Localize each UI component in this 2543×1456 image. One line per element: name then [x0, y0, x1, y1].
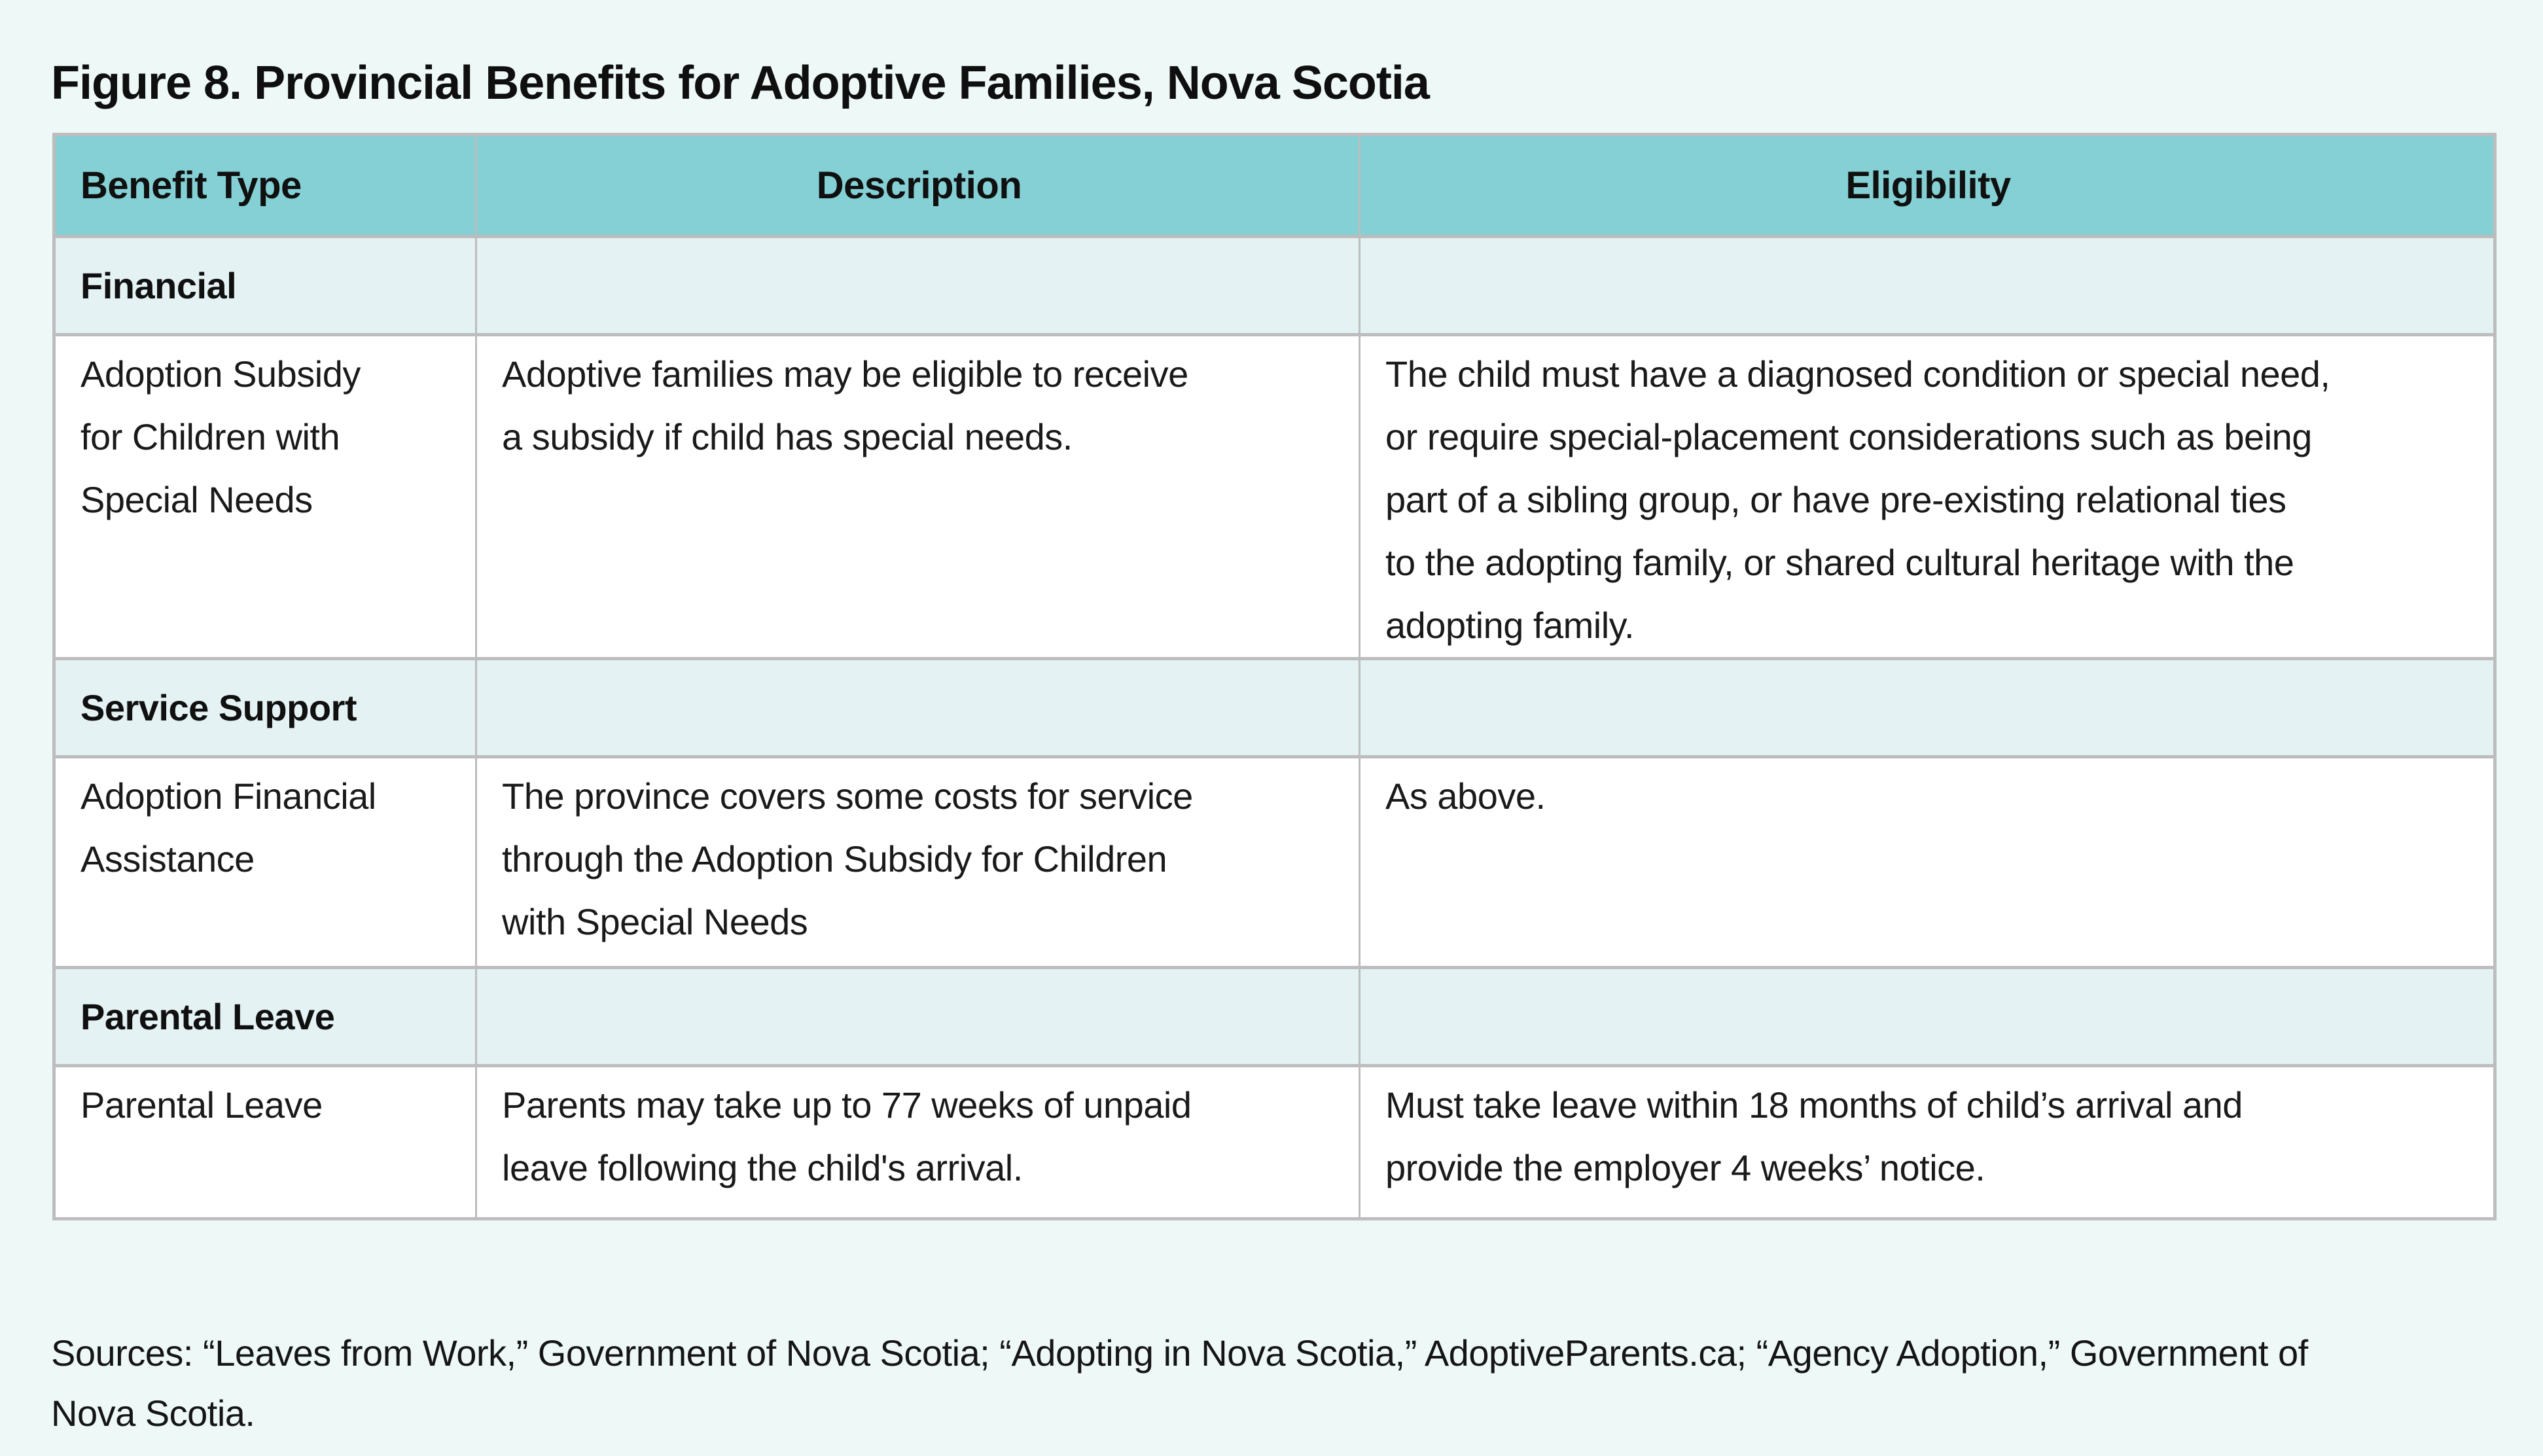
- sources-note: Sources: “Leaves from Work,” Government …: [51, 1332, 2308, 1434]
- cell-eligibility-parental-leave: Must take leave within 18 months of chil…: [1359, 1064, 2496, 1220]
- column-header-description: Description: [475, 133, 1360, 238]
- column-header-eligibility: Eligibility: [1359, 133, 2496, 238]
- cell-eligibility-adoption-financial-assistance: As above.: [1359, 755, 2496, 969]
- empty-cell: [475, 966, 1360, 1067]
- section-row-service-support: Service Support: [53, 657, 2496, 758]
- empty-cell: [1359, 966, 2496, 1067]
- cell-benefit-adoption-subsidy: Adoption Subsidy for Children with Speci…: [53, 333, 477, 660]
- table-header-row: Benefit Type Description Eligibility: [53, 133, 2496, 238]
- empty-cell: [475, 657, 1360, 758]
- cell-description-parental-leave: Parents may take up to 77 weeks of unpai…: [475, 1064, 1360, 1220]
- section-label-parental-leave: Parental Leave: [53, 966, 477, 1067]
- cell-eligibility-adoption-subsidy: The child must have a diagnosed conditio…: [1359, 333, 2496, 660]
- cell-benefit-parental-leave: Parental Leave: [53, 1064, 477, 1220]
- table-row-adoption-financial-assistance: Adoption Financial Assistance The provin…: [53, 755, 2496, 969]
- table-row-parental-leave: Parental Leave Parents may take up to 77…: [53, 1064, 2496, 1220]
- section-row-parental-leave: Parental Leave: [53, 966, 2496, 1067]
- empty-cell: [1359, 235, 2496, 336]
- cell-benefit-adoption-financial-assistance: Adoption Financial Assistance: [53, 755, 477, 969]
- benefits-table: Benefit Type Description Eligibility Fin…: [52, 133, 2497, 1220]
- section-label-financial: Financial: [53, 235, 477, 336]
- empty-cell: [475, 235, 1360, 336]
- column-header-benefit-type: Benefit Type: [53, 133, 477, 238]
- section-row-financial: Financial: [53, 235, 2496, 336]
- table-row-adoption-subsidy: Adoption Subsidy for Children with Speci…: [53, 333, 2496, 660]
- cell-description-adoption-subsidy: Adoptive families may be eligible to rec…: [475, 333, 1360, 660]
- empty-cell: [1359, 657, 2496, 758]
- figure-title: Figure 8. Provincial Benefits for Adopti…: [51, 57, 1430, 109]
- cell-description-adoption-financial-assistance: The province covers some costs for servi…: [475, 755, 1360, 969]
- section-label-service-support: Service Support: [53, 657, 477, 758]
